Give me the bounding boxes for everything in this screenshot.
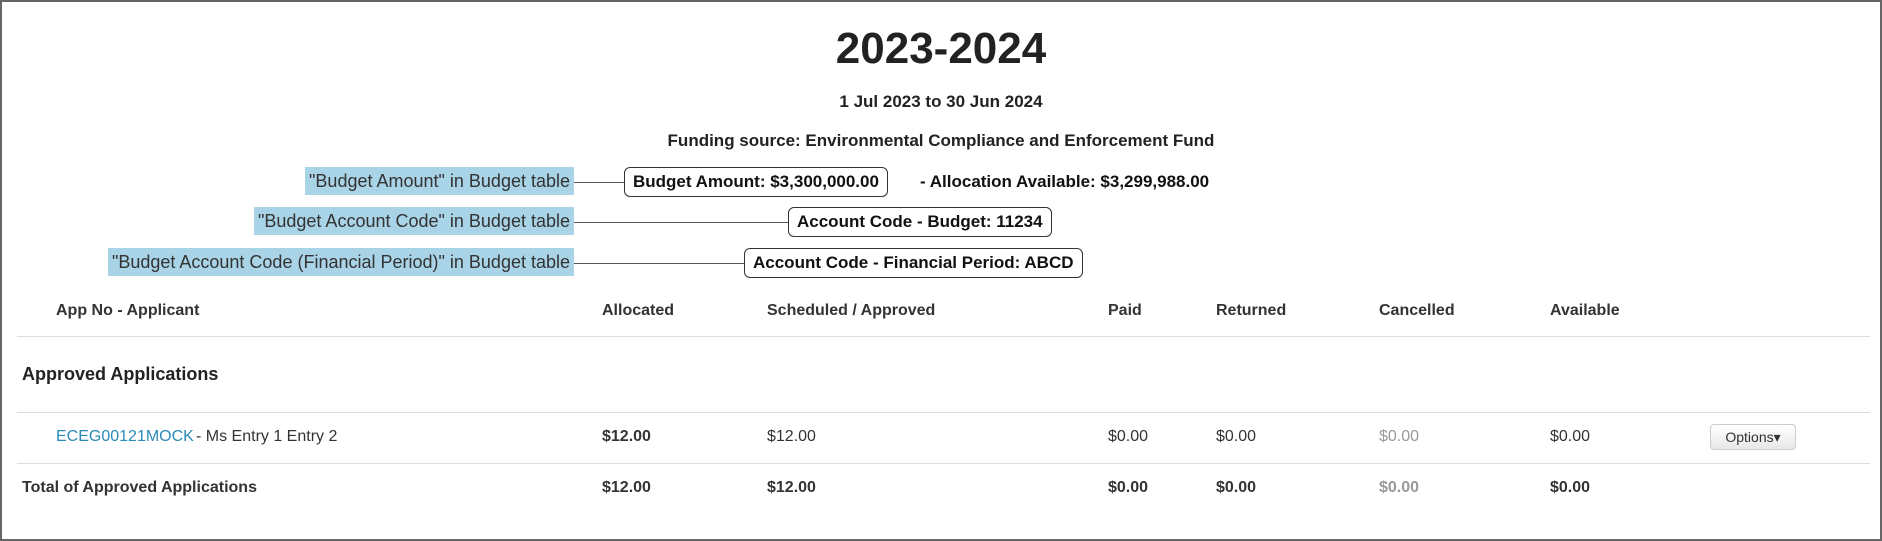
returned: $0.00 [1216, 428, 1257, 445]
budget-amount-box: Budget Amount: $3,300,000.00 [624, 167, 888, 197]
col-header-allocated: Allocated [602, 302, 675, 319]
paid: $0.00 [1108, 428, 1149, 445]
page-title: 2023-2024 [835, 24, 1047, 73]
allocation-available: - Allocation Available: $3,299,988.00 [920, 172, 1210, 191]
annotation-financial-period: "Budget Account Code (Financial Period)"… [107, 248, 574, 276]
account-code-financial-period-box: Account Code - Financial Period: ABCD [744, 248, 1083, 278]
total-allocated: $12.00 [602, 479, 651, 496]
col-header-returned: Returned [1216, 302, 1287, 319]
annotation-budget-amount: "Budget Amount" in Budget table [305, 167, 574, 195]
total-paid: $0.00 [1108, 479, 1149, 496]
annotation-budget-account-code: "Budget Account Code" in Budget table [253, 207, 574, 235]
col-header-paid: Paid [1108, 302, 1142, 319]
app-number-link[interactable]: ECEG00121MOCK [56, 428, 194, 445]
divider [17, 412, 1870, 413]
total-cancelled: $0.00 [1379, 479, 1420, 496]
account-code-budget-box: Account Code - Budget: 11234 [788, 207, 1052, 237]
total-returned: $0.00 [1216, 479, 1257, 496]
col-header-app: App No - Applicant [56, 302, 200, 319]
period-dates: 1 Jul 2023 to 30 Jun 2024 [839, 92, 1043, 111]
total-scheduled: $12.00 [767, 479, 816, 496]
connector-line [574, 263, 744, 264]
col-header-cancelled: Cancelled [1379, 302, 1455, 319]
total-available: $0.00 [1550, 479, 1591, 496]
applicant-name: - Ms Entry 1 Entry 2 [196, 428, 338, 445]
available: $0.00 [1550, 428, 1591, 445]
section-heading: Approved Applications [22, 364, 219, 384]
divider [17, 336, 1870, 337]
funding-source: Funding source: Environmental Compliance… [667, 131, 1215, 150]
col-header-scheduled: Scheduled / Approved [767, 302, 936, 319]
connector-line [574, 222, 788, 223]
connector-line [574, 182, 624, 183]
total-label: Total of Approved Applications [22, 479, 257, 496]
col-header-available: Available [1550, 302, 1620, 319]
scheduled: $12.00 [767, 428, 816, 445]
options-dropdown-button[interactable]: Options▾ [1710, 424, 1796, 450]
allocated: $12.00 [602, 428, 651, 445]
cancelled: $0.00 [1379, 428, 1420, 445]
divider [17, 463, 1870, 464]
